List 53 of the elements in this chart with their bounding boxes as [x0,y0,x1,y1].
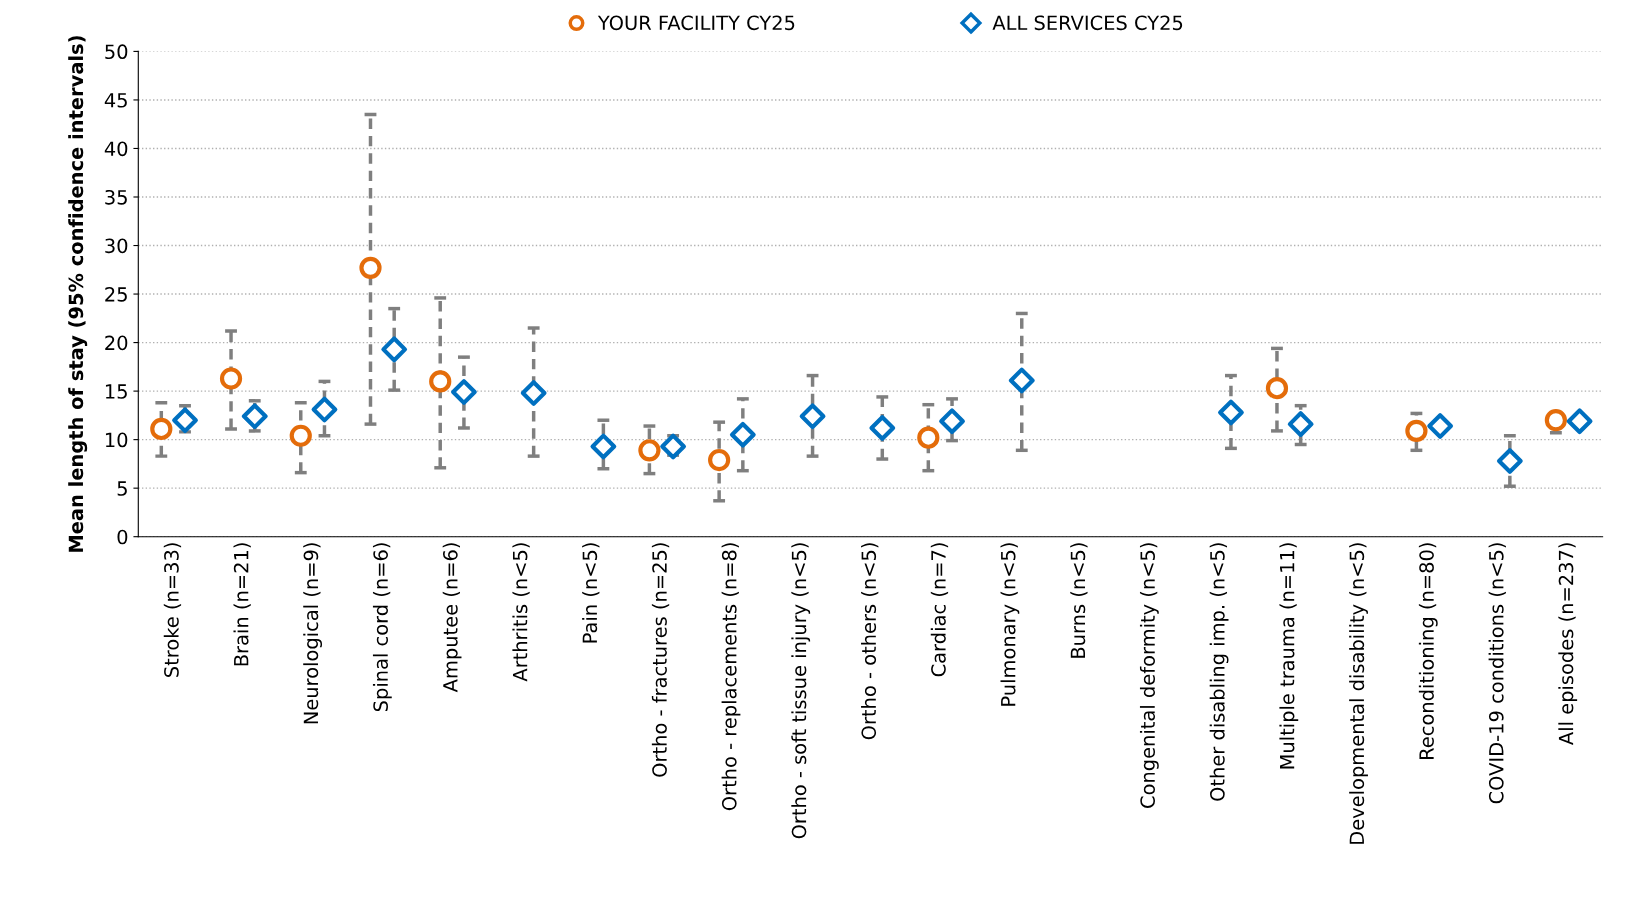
point [799,403,826,430]
y-tick-label: 45 [104,93,127,108]
point [381,336,408,363]
x-tick-label: Ortho - others (n<5) [861,543,879,740]
x-tick-label: All episodes (n=237) [1558,543,1578,745]
x-tick-label: Brain (n=21) [233,543,251,666]
x-tick-label: Reconditioning (n=80) [1418,543,1438,759]
x-tick-label: Other disabling imp. (n<5) [1209,543,1229,801]
y-axis-title: Mean length of stay (95% confidence intervals) [68,36,88,552]
x-tick-label: Stroke (n=33) [163,543,182,677]
point [869,415,896,441]
y-tick-label: 0 [117,529,128,545]
point [1287,411,1314,437]
y-tick-label: 10 [105,432,128,448]
x-tick-label: Neurological (n=9) [303,543,323,724]
x-tick-label: Burns (n<5) [1070,543,1088,658]
legend-label: YOUR FACILITY CY25 [597,15,795,31]
point [520,380,547,406]
x-tick-label: Ortho - fractures (n=25) [651,543,670,777]
x-tick-label: Cardiac (n=7) [930,543,949,677]
point [590,433,617,460]
y-tick-label: 40 [104,141,128,157]
x-tick-label: COVID-19 conditions (n<5) [1488,543,1506,804]
y-tick-label: 25 [105,287,127,302]
x-tick-label: Spinal cord (n=6) [372,543,392,712]
x-tick-label: Amputee (n=6) [442,543,462,693]
point [1496,448,1523,474]
point [172,407,198,434]
x-tick-label: Congenital deformity (n<5) [1139,543,1159,808]
point [451,379,477,405]
x-tick-label: Arthritis (n<5) [512,543,530,682]
point [939,408,965,435]
y-tick-label: 50 [105,44,128,60]
point [1008,367,1035,394]
x-tick-label: Ortho - soft tissue injury (n<5) [791,543,811,839]
x-tick-label: Pulmonary (n<5) [1000,543,1020,706]
legend-label: ALL SERVICES CY25 [992,15,1183,31]
point [241,403,268,430]
y-tick-label: 30 [105,238,128,254]
x-tick-label: Pain (n<5) [582,543,600,643]
x-tick-label: Multiple trauma (n=11) [1279,543,1299,769]
y-tick-label: 20 [105,335,128,351]
point [1427,413,1454,439]
point [660,433,687,460]
point [1566,408,1593,435]
x-tick-label: Ortho - replacements (n=8) [721,543,741,811]
y-tick-label: 5 [117,481,127,496]
y-tick-label: 15 [105,384,127,399]
point [729,421,756,448]
point [1218,399,1244,426]
y-tick-label: 35 [105,189,127,205]
point [311,396,338,423]
x-tick-label: Developmental disability (n<5) [1349,543,1368,844]
